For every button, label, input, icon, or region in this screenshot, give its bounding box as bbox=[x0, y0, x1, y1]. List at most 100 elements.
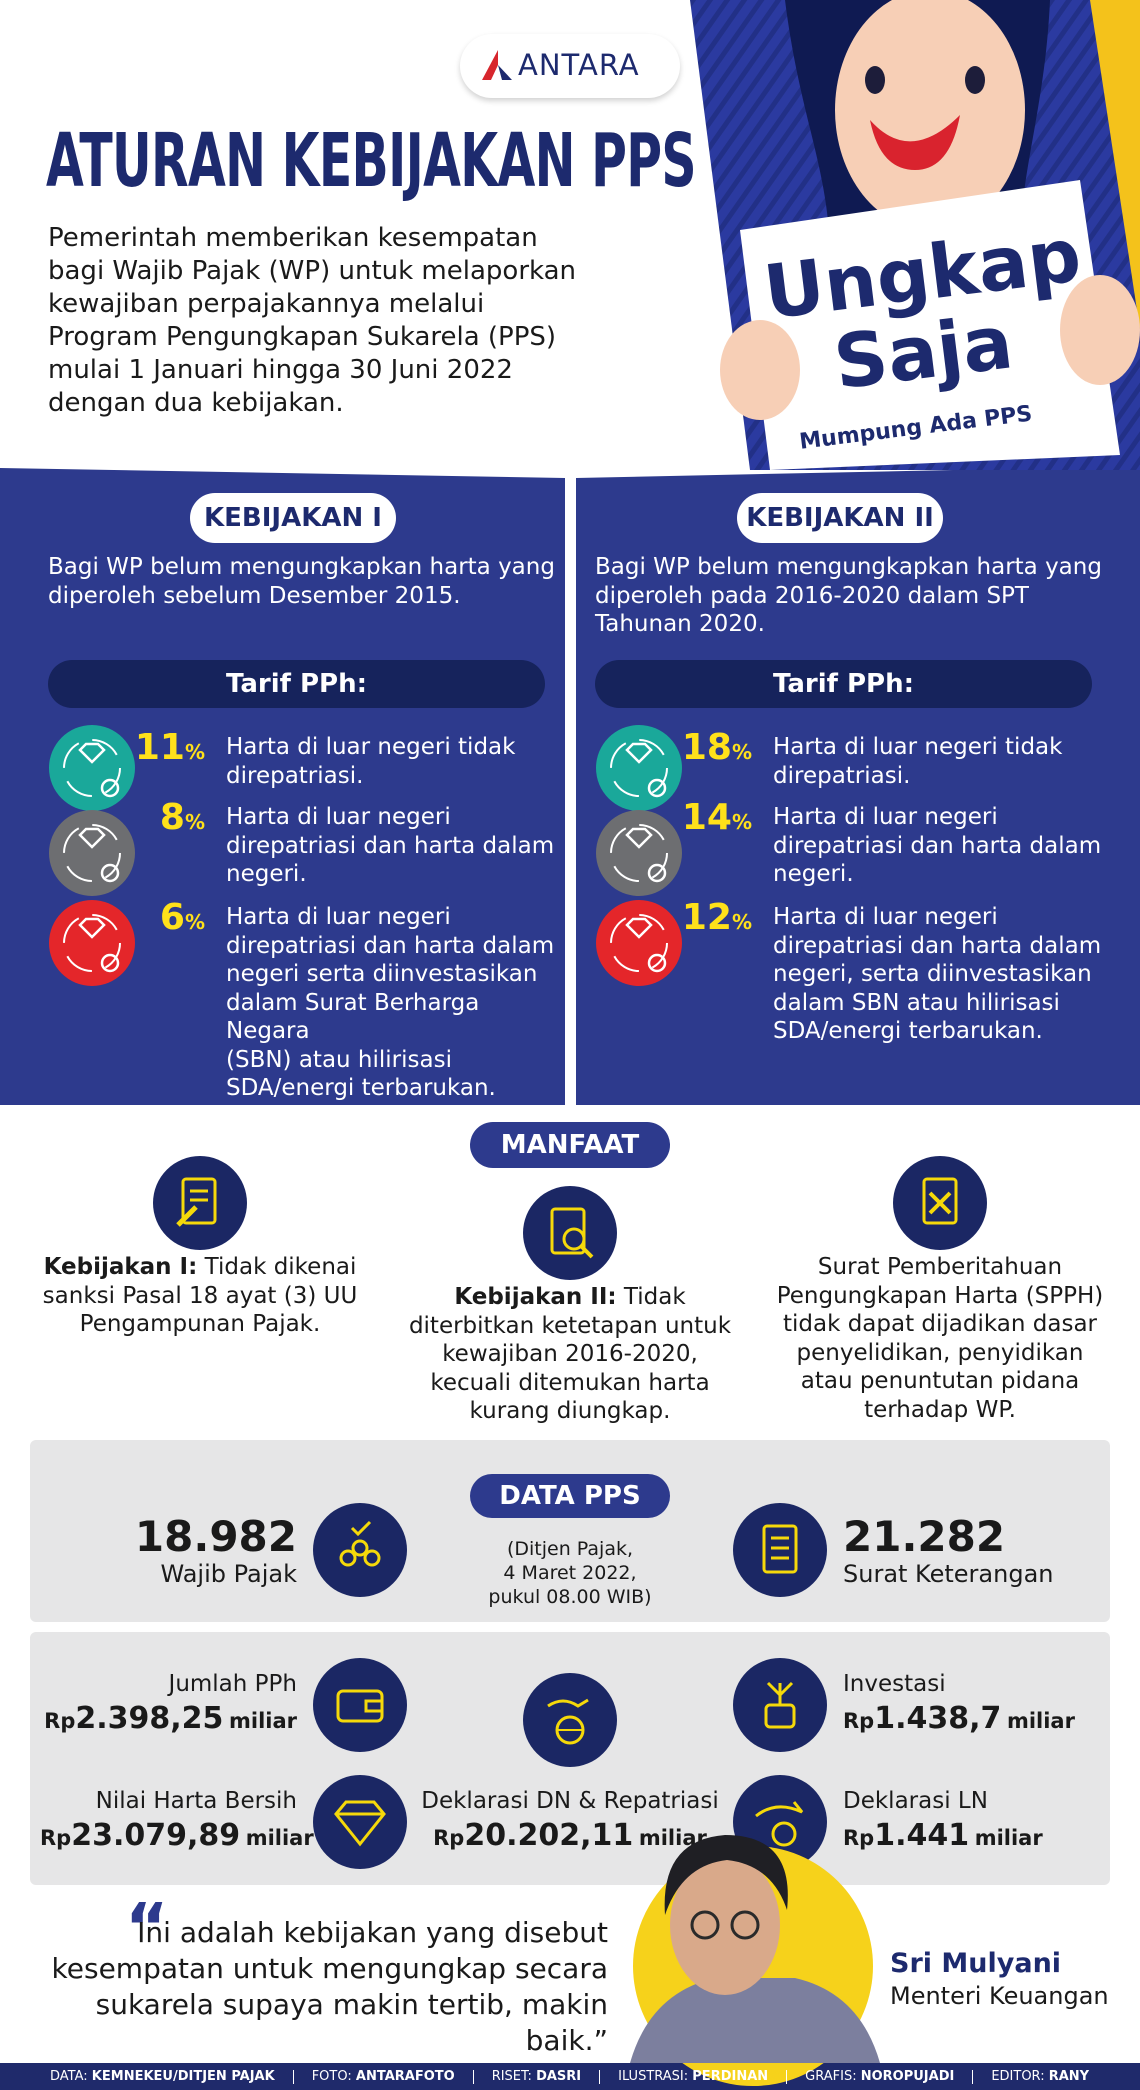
title: ATURAN KEBIJAKAN PPS bbox=[46, 118, 697, 204]
credit-label: GRAFIS: bbox=[805, 2069, 857, 2084]
tariff-heading: Tarif PPh: bbox=[595, 660, 1092, 708]
rate-value: 18 bbox=[681, 727, 732, 768]
credit: GRAFIS: NOROPUJADI bbox=[805, 2069, 954, 2084]
credit-value: NOROPUJADI bbox=[860, 2069, 955, 2084]
rate-description: Harta di luar negeri direpatriasi dan ha… bbox=[226, 904, 555, 1101]
credit-value: RANY bbox=[1048, 2069, 1090, 2084]
credit-separator bbox=[292, 2069, 294, 2084]
policy-description: Bagi WP belum mengungkapkan harta yang d… bbox=[595, 554, 1102, 637]
rate-description: Harta di luar negeri direpatriasi dan ha… bbox=[226, 804, 555, 887]
quote-text: Ini adalah kebijakan yang disebut kesemp… bbox=[51, 1916, 608, 2057]
benefit-text: Surat Pemberitahuan Pengungkapan Harta (… bbox=[776, 1254, 1104, 1423]
amount-value-line: Rp23.079,89 miliar bbox=[40, 1817, 314, 1859]
rate-value: 6 bbox=[159, 897, 185, 938]
logo-badge: ANTARA bbox=[460, 34, 680, 98]
amount-prefix: Rp bbox=[433, 1826, 465, 1850]
amount-value-line: Rp2.398,25 miliar bbox=[40, 1700, 297, 1742]
certificate-label: Surat Keterangan bbox=[843, 1560, 1054, 1588]
rate-unit: % bbox=[184, 810, 205, 834]
credit-value: KEMNEKEU/DITJEN PAJAK bbox=[91, 2069, 275, 2084]
amount: Nilai Harta Bersih Rp23.079,89 miliar bbox=[40, 1785, 314, 1859]
amount-label: Jumlah PPh bbox=[168, 1671, 297, 1697]
credit-value: ANTARAFOTO bbox=[355, 2069, 455, 2084]
amount-value-line: Rp1.438,7 miliar bbox=[843, 1700, 1123, 1742]
credit-separator bbox=[599, 2069, 601, 2084]
rate-icon bbox=[596, 900, 682, 986]
amount-value-line: Rp20.202,11 miliar bbox=[400, 1817, 740, 1859]
credit-separator bbox=[472, 2069, 474, 2084]
benefit-text: Kebijakan II: Tidak diterbitkan ketetapa… bbox=[405, 1283, 735, 1426]
rate-value: 8 bbox=[159, 797, 185, 838]
amount-value: 23.079,89 bbox=[71, 1818, 241, 1853]
benefit-lead: Kebijakan I: bbox=[43, 1254, 198, 1280]
rate-icon bbox=[49, 810, 135, 896]
amount-label: Deklarasi DN & Repatriasi bbox=[421, 1788, 719, 1814]
amount-value: 2.398,25 bbox=[75, 1701, 224, 1736]
credit-separator bbox=[972, 2069, 974, 2084]
policy-description: Bagi WP belum mengungkapkan harta yang d… bbox=[48, 554, 555, 609]
quote-mark: “ bbox=[125, 1889, 169, 1966]
credit: ILUSTRASI: PERDINAN bbox=[618, 2069, 768, 2084]
amount-value: 1.441 bbox=[874, 1818, 970, 1853]
amount-label: Deklarasi LN bbox=[843, 1788, 988, 1814]
amount-prefix: Rp bbox=[44, 1709, 76, 1733]
rate-unit: % bbox=[731, 810, 752, 834]
credit-label: RISET: bbox=[491, 2069, 532, 2084]
rate-description: Harta di luar negeri tidak direpatriasi. bbox=[226, 734, 516, 789]
certificate-count: 21.282 bbox=[843, 1512, 1006, 1561]
amount-value-line: Rp1.441 miliar bbox=[843, 1817, 1123, 1859]
rate-icon bbox=[49, 900, 135, 986]
amount-prefix: Rp bbox=[843, 1709, 875, 1733]
rate: 11% bbox=[120, 727, 205, 768]
rate-icon bbox=[596, 725, 682, 811]
rate-description: Harta di luar negeri tidak direpatriasi. bbox=[773, 734, 1063, 789]
rate-description: Harta di luar negeri direpatriasi dan ha… bbox=[773, 904, 1102, 1044]
rate: 8% bbox=[120, 797, 205, 838]
benefit-text: Kebijakan I: Tidak dikenai sanksi Pasal … bbox=[40, 1253, 360, 1339]
benefit-lead: Kebijakan II: bbox=[454, 1284, 617, 1310]
amount-suffix: miliar bbox=[245, 1826, 314, 1850]
amount: Deklarasi LN Rp1.441 miliar bbox=[843, 1785, 1123, 1859]
amount: Deklarasi DN & Repatriasi Rp20.202,11 mil… bbox=[400, 1785, 740, 1859]
amount-value: 1.438,7 bbox=[874, 1701, 1002, 1736]
rate-value: 12 bbox=[681, 897, 732, 938]
rate: 12% bbox=[667, 897, 752, 938]
credit: EDITOR: RANY bbox=[991, 2069, 1089, 2084]
credit-label: FOTO: bbox=[311, 2069, 352, 2084]
rate-unit: % bbox=[184, 910, 205, 934]
credit-value: DASRI bbox=[536, 2069, 582, 2084]
amount: Investasi Rp1.438,7 miliar bbox=[843, 1668, 1123, 1742]
policy-label: KEBIJAKAN II bbox=[737, 493, 943, 543]
amount-label: Nilai Harta Bersih bbox=[95, 1788, 297, 1814]
amount-value: 20.202,11 bbox=[464, 1818, 634, 1853]
intro-text: Pemerintah memberikan kesempatan bagi Wa… bbox=[48, 223, 577, 418]
credit: RISET: DASRI bbox=[492, 2069, 581, 2084]
rate-icon bbox=[49, 725, 135, 811]
credit-separator bbox=[786, 2069, 788, 2084]
rate-unit: % bbox=[731, 910, 752, 934]
rate-value: 14 bbox=[681, 797, 732, 838]
amount-label: Investasi bbox=[843, 1671, 946, 1697]
amount-prefix: Rp bbox=[843, 1826, 875, 1850]
rate-unit: % bbox=[731, 740, 752, 764]
rate: 6% bbox=[120, 897, 205, 938]
credits: DATA: KEMNEKEU/DITJEN PAJAK FOTO: ANTARAF… bbox=[50, 2063, 1089, 2090]
logo-mark bbox=[482, 50, 512, 80]
credit-label: ILUSTRASI: bbox=[618, 2069, 689, 2084]
rate-value: 11 bbox=[134, 727, 185, 768]
credit-value: PERDINAN bbox=[692, 2069, 769, 2084]
taxpayer-count: 18.982 bbox=[134, 1512, 297, 1561]
credit: DATA: KEMNEKEU/DITJEN PAJAK bbox=[50, 2069, 275, 2084]
benefit-body: Tidak dikenai sanksi Pasal 18 ayat (3) U… bbox=[42, 1254, 358, 1337]
rate-icon bbox=[596, 810, 682, 896]
taxpayer-label: Wajib Pajak bbox=[160, 1560, 297, 1588]
speaker-role: Menteri Keuangan bbox=[890, 1982, 1109, 2010]
benefit-body: Tidak diterbitkan ketetapan untuk kewaji… bbox=[408, 1284, 732, 1424]
speaker-name: Sri Mulyani bbox=[890, 1948, 1062, 1979]
data-heading: DATA PPS bbox=[470, 1474, 670, 1518]
